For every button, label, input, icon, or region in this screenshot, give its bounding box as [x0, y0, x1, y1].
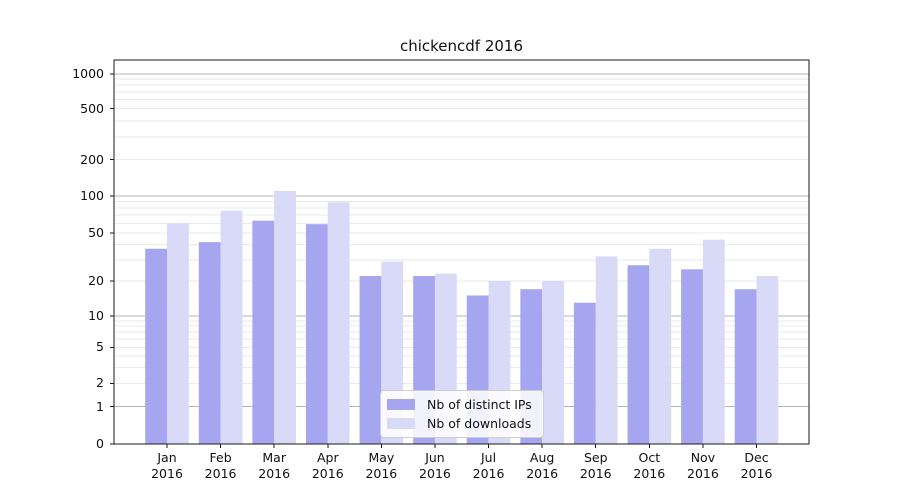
x-tick-year: 2016	[526, 465, 559, 481]
legend-swatch-distinct-ips	[387, 399, 415, 410]
x-tick-year: 2016	[151, 465, 183, 481]
x-tick-label-feb: Feb 2016	[193, 450, 249, 481]
bar-distinct-ips-apr	[305, 224, 328, 444]
bar-distinct-ips-dec	[734, 289, 757, 444]
y-tick-label: 5	[96, 339, 104, 355]
y-tick-label: 10	[88, 308, 104, 323]
x-tick-year: 2016	[633, 465, 666, 481]
y-tick-label: 100	[80, 188, 104, 203]
plot-frame	[113, 59, 810, 445]
x-tick-label-oct: Oct 2016	[621, 450, 677, 481]
y-tick-label: 200	[80, 151, 104, 167]
y-tick-label: 500	[80, 100, 104, 116]
bar-downloads-feb	[220, 210, 243, 444]
bar-downloads-nov	[702, 239, 725, 444]
y-tick-label: 20	[88, 273, 104, 288]
y-tick-label: 1000	[72, 66, 104, 81]
x-tick-label-nov: Nov 2016	[675, 450, 731, 481]
bar-downloads-apr	[327, 202, 350, 444]
legend-label-distinct-ips: Nb of distinct IPs	[427, 397, 532, 412]
bar-distinct-ips-mar	[252, 220, 275, 444]
bar-distinct-ips-jan	[145, 248, 167, 444]
bar-downloads-mar	[274, 190, 296, 444]
bar-downloads-sep	[595, 256, 618, 444]
y-tick-label: 1	[96, 398, 104, 414]
bar-downloads-jan	[167, 223, 189, 444]
bar-distinct-ips-nov	[681, 269, 703, 444]
x-tick-label-may: May 2016	[353, 450, 409, 481]
x-tick-label-dec: Dec 2016	[729, 450, 785, 481]
bar-downloads-dec	[756, 276, 779, 444]
bar-downloads-aug	[542, 281, 564, 444]
legend-entry-distinct-ips: Nb of distinct IPs	[387, 395, 535, 414]
x-tick-label-jan: Jan 2016	[139, 450, 195, 481]
x-tick-label-aug: Aug 2016	[514, 450, 570, 481]
x-tick-label-apr: Apr 2016	[300, 450, 356, 481]
x-tick-label-mar: Mar 2016	[246, 450, 302, 481]
x-tick-year: 2016	[579, 465, 612, 481]
x-tick-year: 2016	[419, 465, 451, 481]
legend-entry-downloads: Nb of downloads	[387, 414, 535, 433]
x-tick-year: 2016	[311, 465, 344, 481]
x-tick-label-jun: Jun 2016	[407, 450, 463, 481]
x-tick-label-sep: Sep 2016	[568, 450, 624, 481]
y-tick-label: 2	[96, 375, 104, 391]
x-tick-label-jul: Jul 2016	[461, 450, 517, 481]
y-tick-label: 50	[88, 225, 104, 240]
bar-distinct-ips-may	[359, 276, 382, 444]
x-tick-year: 2016	[365, 465, 398, 481]
legend-label-downloads: Nb of downloads	[427, 416, 532, 431]
legend: Nb of distinct IPs Nb of downloads	[380, 390, 544, 438]
bar-downloads-oct	[649, 248, 672, 444]
x-tick-year: 2016	[204, 465, 237, 481]
y-tick-label: 0	[96, 436, 104, 451]
x-tick-year: 2016	[740, 465, 773, 481]
legend-swatch-downloads	[387, 418, 415, 429]
x-tick-year: 2016	[687, 465, 719, 481]
bar-distinct-ips-oct	[627, 265, 650, 444]
chart-title: chickencdf 2016	[399, 37, 524, 55]
x-tick-year: 2016	[258, 465, 291, 481]
x-tick-year: 2016	[472, 465, 505, 481]
bar-distinct-ips-sep	[573, 302, 596, 444]
bar-distinct-ips-feb	[198, 242, 221, 444]
